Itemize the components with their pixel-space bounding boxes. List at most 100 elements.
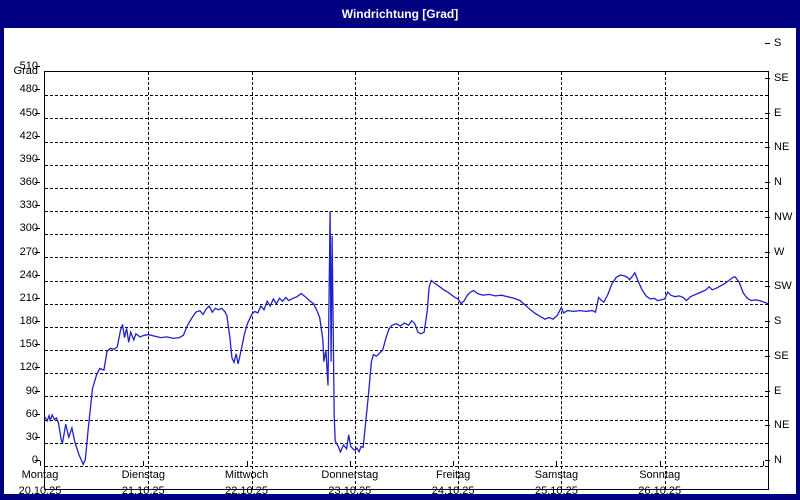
y-axis-tick-label: 480: [19, 83, 38, 96]
left-axis-tick: [35, 436, 40, 438]
y-axis-tick-label: 360: [19, 176, 38, 188]
title-bar: Windrichtung [Grad]: [0, 0, 800, 28]
gridline-horizontal: [45, 303, 768, 305]
y-axis-tick-label: 90: [25, 384, 38, 397]
gridline-vertical: [458, 72, 460, 489]
y-axis-tick-label: 420: [19, 129, 38, 142]
date-label: 24.10.25: [431, 485, 475, 497]
right-axis-tick: [765, 355, 770, 357]
left-axis-tick: [35, 321, 40, 322]
gridline-vertical: [148, 72, 150, 489]
compass-label: NE: [774, 141, 790, 154]
gridline-horizontal: [45, 373, 768, 375]
left-axis-tick: [35, 182, 40, 183]
compass-label: N: [774, 454, 782, 466]
compass-label: N: [774, 176, 782, 188]
compass-label: SW: [774, 280, 792, 293]
left-axis-tick: [35, 205, 40, 207]
day-label: Mittwoch: [224, 469, 269, 481]
right-axis-tick: [765, 321, 770, 322]
gridline-vertical: [664, 72, 666, 489]
right-axis-tick: [765, 182, 770, 183]
left-axis-tick: [35, 66, 40, 68]
chart-panel: Grad 0 30 60 90 120 150 180 210 240 270 300 330 360 3…: [4, 28, 796, 497]
gridline-horizontal: [45, 326, 768, 328]
gridline-vertical: [251, 72, 253, 489]
date-label: 23.10.25: [328, 485, 372, 497]
compass-label: SE: [774, 349, 789, 362]
right-axis-tick: [765, 460, 770, 461]
compass-label: SE: [774, 71, 789, 84]
right-axis-tick: [765, 390, 770, 392]
x-axis-tick: [143, 461, 145, 466]
gridline-horizontal: [45, 187, 768, 189]
gridline-horizontal: [45, 257, 768, 259]
y-axis-tick-label: 270: [19, 245, 38, 258]
right-axis-tick: [765, 77, 770, 79]
date-label: 26.10.25: [638, 485, 682, 497]
right-axis-tick: [765, 216, 770, 218]
compass-label: W: [774, 245, 785, 258]
right-axis-tick: [765, 425, 770, 427]
y-axis-unit-label: Grad: [13, 65, 38, 77]
gridline-horizontal: [45, 442, 768, 444]
left-axis-tick: [35, 89, 40, 91]
gridline-horizontal: [45, 234, 768, 236]
day-label: Samstag: [534, 469, 579, 481]
date-label: 22.10.25: [225, 485, 268, 497]
gridline-vertical: [354, 72, 356, 489]
left-axis-tick: [35, 228, 40, 230]
right-axis-tick: [765, 147, 770, 149]
right-axis-tick: [765, 112, 770, 114]
compass-label: E: [774, 106, 782, 119]
left-axis-tick: [35, 158, 40, 160]
left-axis-tick: [35, 251, 40, 253]
plot-area: [44, 71, 769, 490]
x-axis-tick: [40, 461, 41, 466]
left-axis-tick: [35, 135, 40, 137]
gridline-horizontal: [45, 465, 768, 467]
wind-direction-line: [45, 210, 768, 466]
x-axis-tick: [349, 461, 351, 466]
x-axis-tick: [659, 461, 661, 466]
y-axis-tick-label: 30: [25, 430, 38, 443]
x-axis-tick: [453, 461, 455, 466]
gridline-horizontal: [45, 419, 768, 421]
right-axis-tick: [765, 286, 770, 288]
gridline-horizontal: [45, 211, 768, 212]
date-label: 21.10.25: [121, 485, 165, 497]
y-axis-tick-label: 0: [31, 454, 38, 466]
y-axis-tick-label: 180: [19, 315, 38, 327]
date-label: 25.10.25: [535, 485, 578, 497]
left-axis-tick: [35, 367, 40, 369]
day-label: Donnerstag: [321, 469, 379, 481]
left-axis-tick: [35, 297, 40, 299]
left-axis-tick: [35, 344, 40, 346]
gridline-horizontal: [45, 164, 768, 166]
gridline-horizontal: [45, 350, 768, 351]
x-axis-tick: [763, 461, 764, 466]
y-axis-tick-label: 210: [19, 291, 38, 304]
y-axis-tick-label: 390: [19, 152, 38, 165]
left-axis-tick: [35, 274, 40, 276]
day-label: Dienstag: [121, 469, 165, 481]
day-label: Montag: [21, 469, 59, 481]
compass-label: NE: [774, 419, 790, 432]
date-label: 20.10.25: [18, 485, 62, 497]
y-axis-tick-label: 300: [19, 222, 38, 235]
compass-label: E: [774, 384, 782, 397]
gridline-horizontal: [45, 95, 768, 97]
y-axis-tick-label: 240: [19, 268, 38, 281]
gridline-horizontal: [45, 396, 768, 398]
day-label: Sonntag: [639, 469, 681, 481]
gridline-horizontal: [45, 280, 768, 282]
y-axis-tick-label: 330: [19, 199, 38, 212]
y-axis-tick-label: 60: [25, 407, 38, 420]
day-label: Freitag: [436, 469, 471, 481]
y-axis-tick-label: 120: [19, 361, 38, 374]
right-axis-tick: [765, 43, 770, 44]
gridline-vertical: [561, 72, 563, 489]
y-axis-tick-label: 450: [19, 106, 38, 119]
x-axis-tick: [246, 461, 248, 466]
left-axis-tick: [35, 460, 40, 461]
